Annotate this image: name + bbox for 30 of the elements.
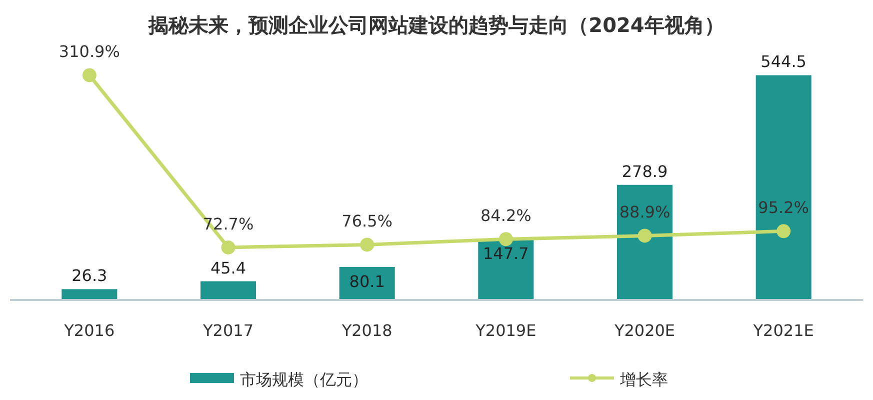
x-tick-label: Y2017 — [202, 321, 254, 340]
data-label: 45.4 — [210, 258, 246, 278]
point — [638, 228, 652, 243]
point — [498, 232, 513, 246]
point — [360, 238, 374, 252]
bar — [62, 289, 118, 300]
point — [221, 240, 236, 254]
x-tick-label: Y2020E — [613, 321, 676, 340]
point — [776, 224, 791, 238]
point — [82, 68, 96, 82]
data-label: 26.3 — [72, 266, 108, 286]
chart-title: 揭秘未来，预测企业公司网站建设的趋势与走向（2024年视角） — [148, 13, 724, 37]
bar — [616, 184, 673, 300]
bar — [200, 281, 256, 300]
data-label: 88.9% — [619, 202, 670, 222]
x-tick-label: Y2021E — [752, 321, 814, 340]
data-label: 544.5 — [760, 52, 806, 72]
data-label: 84.2% — [480, 206, 532, 226]
x-tick-label: Y2019E — [474, 321, 536, 340]
legend-label: 增长率 — [619, 370, 668, 389]
x-tick-label: Y2016 — [63, 321, 115, 340]
x-tick-label: Y2018 — [340, 321, 392, 340]
data-label: 278.9 — [622, 162, 668, 181]
data-label: 310.9% — [58, 42, 120, 62]
bar — [756, 75, 812, 300]
data-label: 80.1 — [349, 272, 385, 291]
legend-label: 市场规模（亿元） — [240, 370, 368, 389]
data-label: 147.7 — [483, 244, 529, 264]
data-label: 76.5% — [342, 212, 392, 231]
data-label: 95.2% — [758, 198, 809, 218]
